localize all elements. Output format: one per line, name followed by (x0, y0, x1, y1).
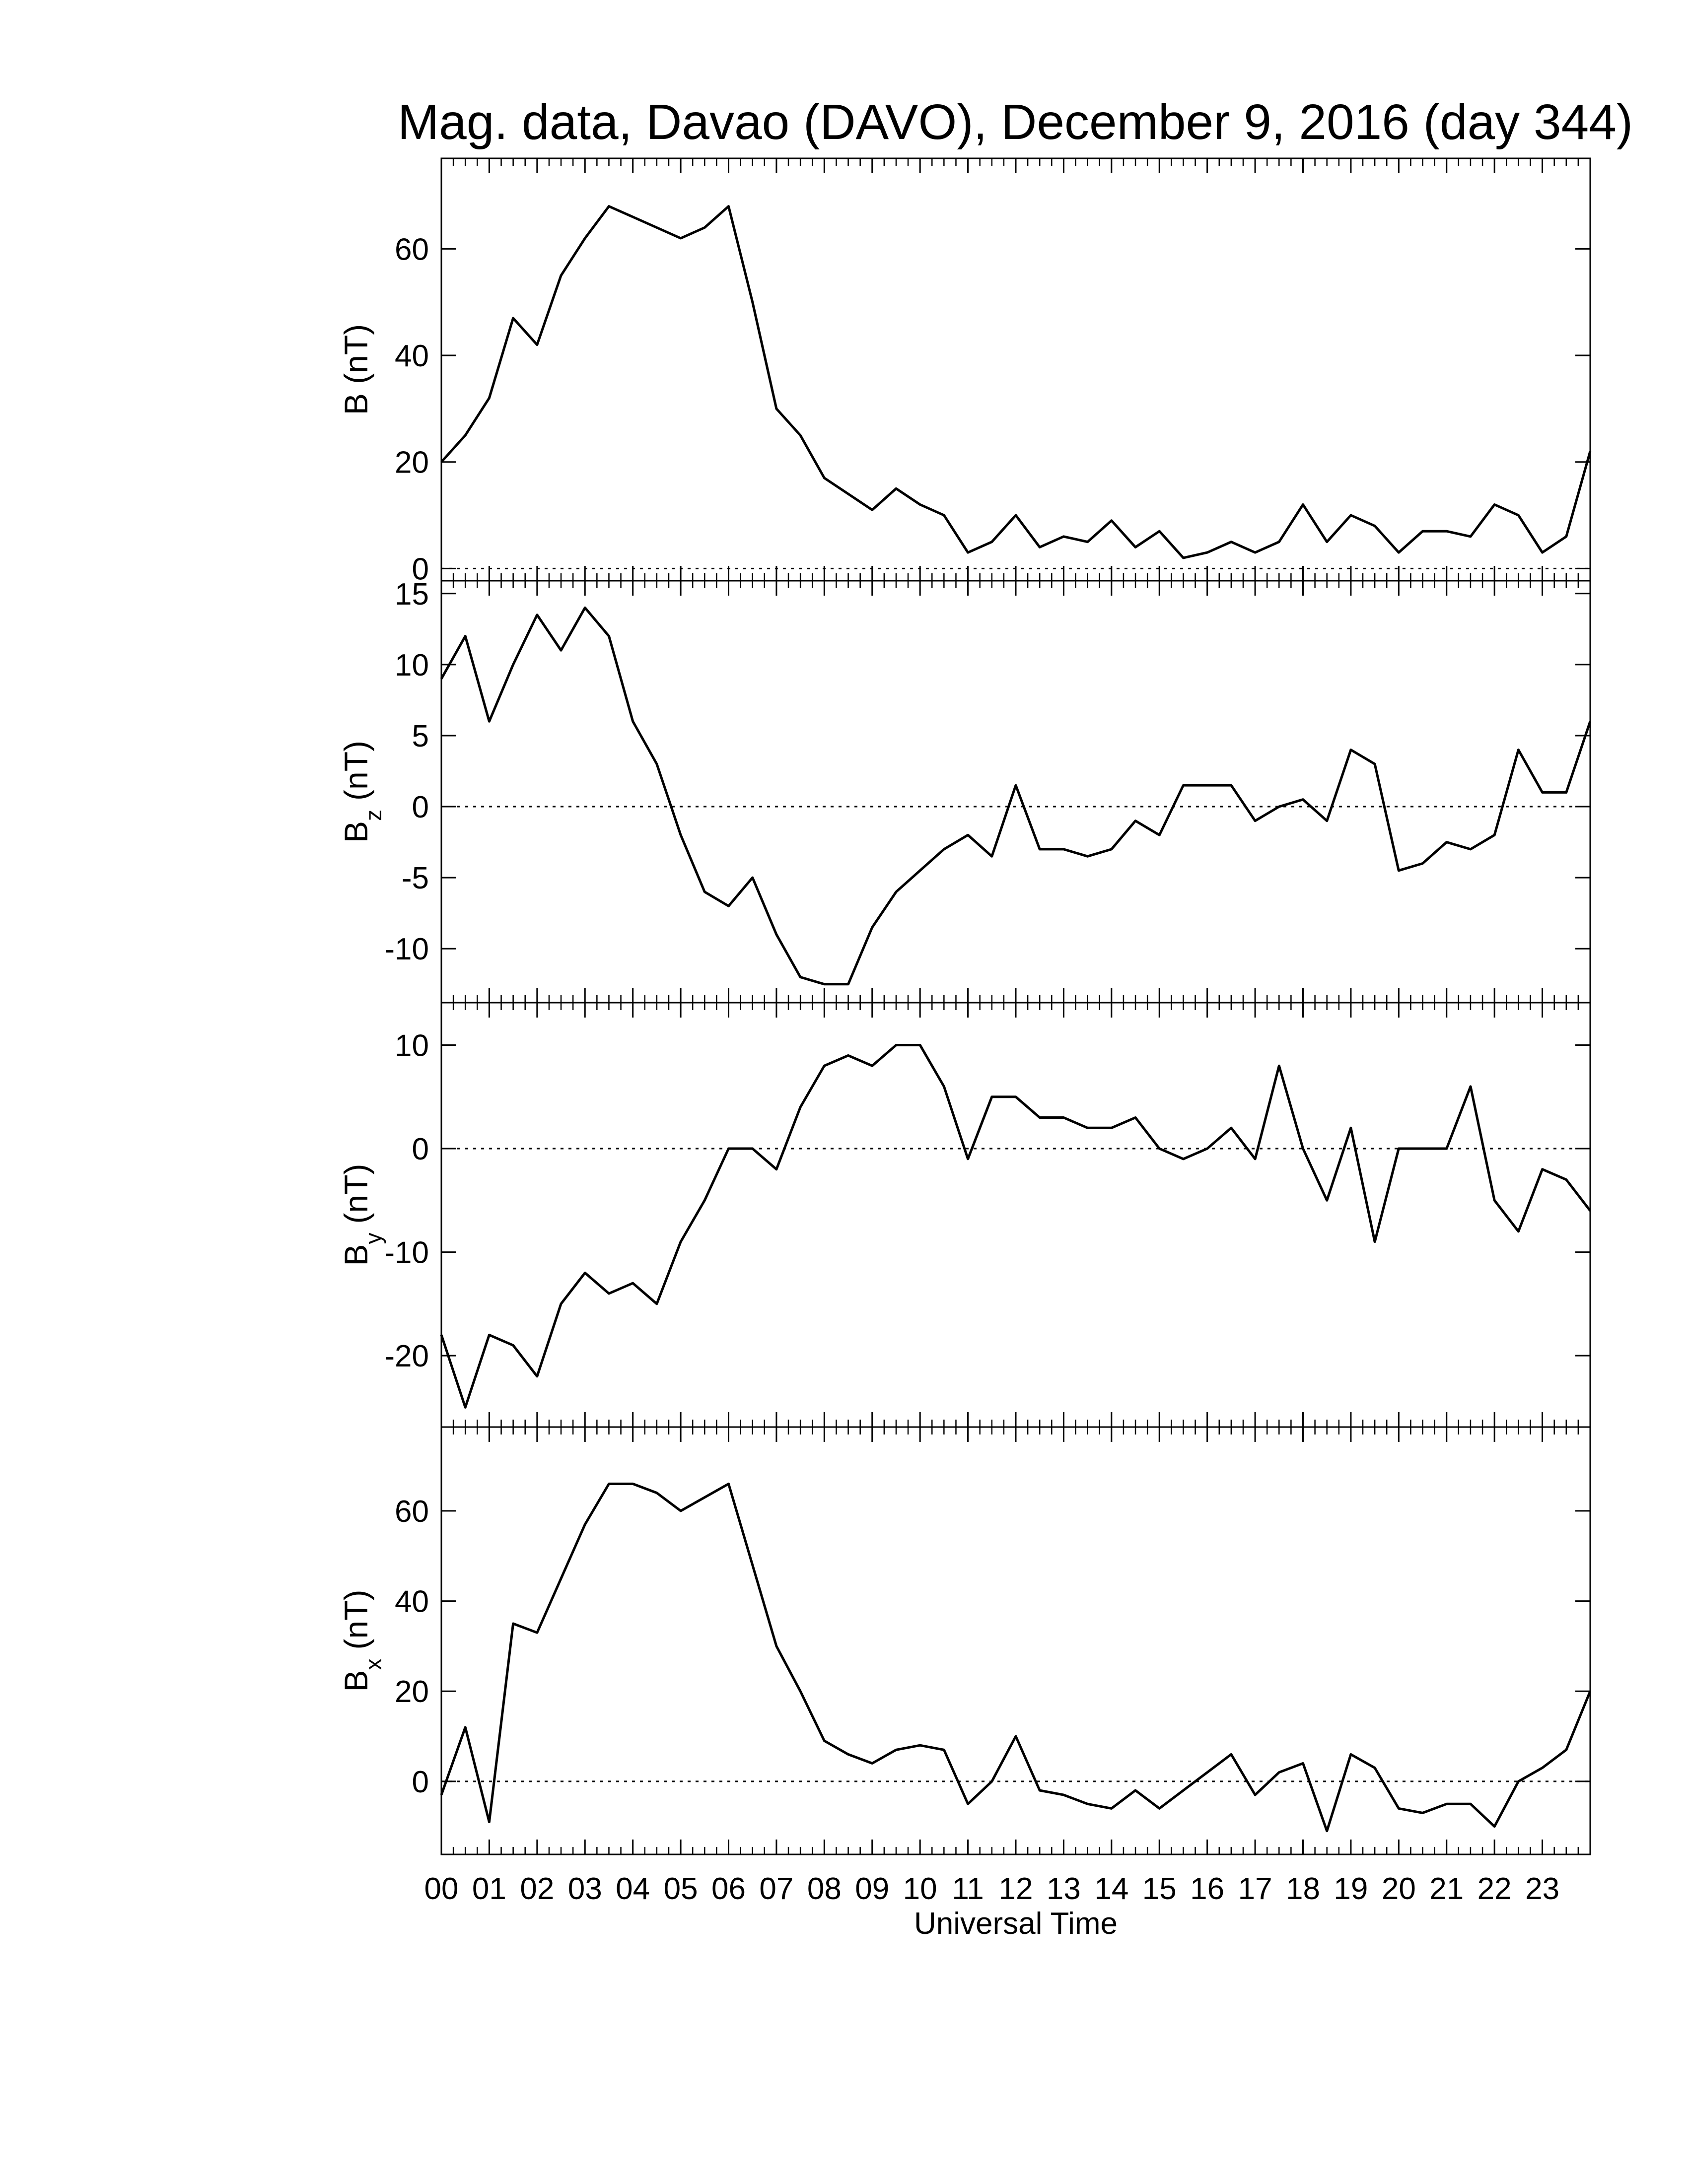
y-tick-label: 10 (395, 648, 429, 682)
y-tick-label: 60 (395, 232, 429, 267)
panel-frame (440, 1426, 1591, 1855)
y-axis-label-sub: z (360, 810, 386, 821)
x-tick-label: 03 (568, 1872, 602, 1906)
y-tick-label: 40 (395, 339, 429, 373)
y-axis-label: B (nT) (338, 324, 374, 415)
x-tick-label: 02 (520, 1872, 554, 1906)
data-line (440, 205, 1592, 559)
chart-title: Mag. data, Davao (DAVO), December 9, 201… (398, 94, 1633, 150)
x-tick-label: 06 (711, 1872, 746, 1906)
y-tick-label: 0 (412, 1132, 429, 1166)
x-tick-label: 12 (999, 1872, 1033, 1906)
x-tick-label: 08 (807, 1872, 842, 1906)
x-tick-label: 17 (1238, 1872, 1272, 1906)
x-tick-label: 04 (616, 1872, 650, 1906)
x-tick-label: 14 (1094, 1872, 1128, 1906)
y-tick-label: -20 (384, 1339, 429, 1373)
y-tick-label: 40 (395, 1585, 429, 1619)
x-tick-label: 01 (472, 1872, 506, 1906)
x-tick-label: 00 (424, 1872, 459, 1906)
x-tick-label: 09 (855, 1872, 889, 1906)
panel-frame (440, 580, 1591, 1004)
y-tick-label: 0 (412, 790, 429, 824)
x-tick-label: 13 (1047, 1872, 1081, 1906)
x-tick-label: 16 (1190, 1872, 1224, 1906)
y-tick-label: 15 (395, 577, 429, 612)
y-tick-label: 20 (395, 446, 429, 480)
y-tick-label: 0 (412, 552, 429, 586)
x-tick-label: 22 (1477, 1872, 1512, 1906)
y-axis-label: By (nT) (338, 1163, 386, 1266)
y-tick-label: -5 (402, 861, 429, 895)
y-axis-label-sub: y (360, 1232, 386, 1244)
y-tick-label: 20 (395, 1675, 429, 1709)
y-tick-label: 5 (412, 719, 429, 753)
y-tick-label: -10 (384, 1236, 429, 1270)
y-axis-label-sub: x (360, 1658, 386, 1670)
x-tick-label: 23 (1525, 1872, 1559, 1906)
x-tick-label: 05 (664, 1872, 698, 1906)
y-axis-label-main: B (338, 821, 374, 843)
data-line (440, 1044, 1591, 1409)
y-axis-label-unit: (nT) (338, 741, 374, 801)
y-axis-label-main: B (338, 1670, 374, 1692)
x-tick-label: 15 (1142, 1872, 1177, 1906)
y-axis-label-unit: (nT) (338, 1589, 374, 1649)
panel-frame (440, 157, 1591, 582)
x-tick-label: 07 (759, 1872, 793, 1906)
x-axis-label: Universal Time (914, 1907, 1118, 1941)
x-tick-label: 20 (1382, 1872, 1416, 1906)
x-tick-label: 18 (1286, 1872, 1320, 1906)
x-tick-label: 11 (952, 1872, 984, 1906)
y-tick-label: 10 (395, 1029, 429, 1063)
y-axis-label-main: B (338, 1244, 374, 1266)
y-tick-label: -10 (384, 932, 429, 966)
y-axis-label-main: B (nT) (338, 324, 374, 415)
panel-frame (440, 1002, 1591, 1428)
x-tick-label: 21 (1429, 1872, 1464, 1906)
y-tick-label: 60 (395, 1495, 429, 1529)
y-axis-label: Bx (nT) (338, 1589, 386, 1692)
data-line (440, 606, 1592, 986)
data-line (440, 1482, 1592, 1833)
y-axis-label: Bz (nT) (338, 741, 386, 843)
x-tick-label: 10 (903, 1872, 937, 1906)
x-tick-label: 19 (1334, 1872, 1368, 1906)
y-axis-label-unit: (nT) (338, 1163, 374, 1224)
y-tick-label: 0 (412, 1765, 429, 1799)
